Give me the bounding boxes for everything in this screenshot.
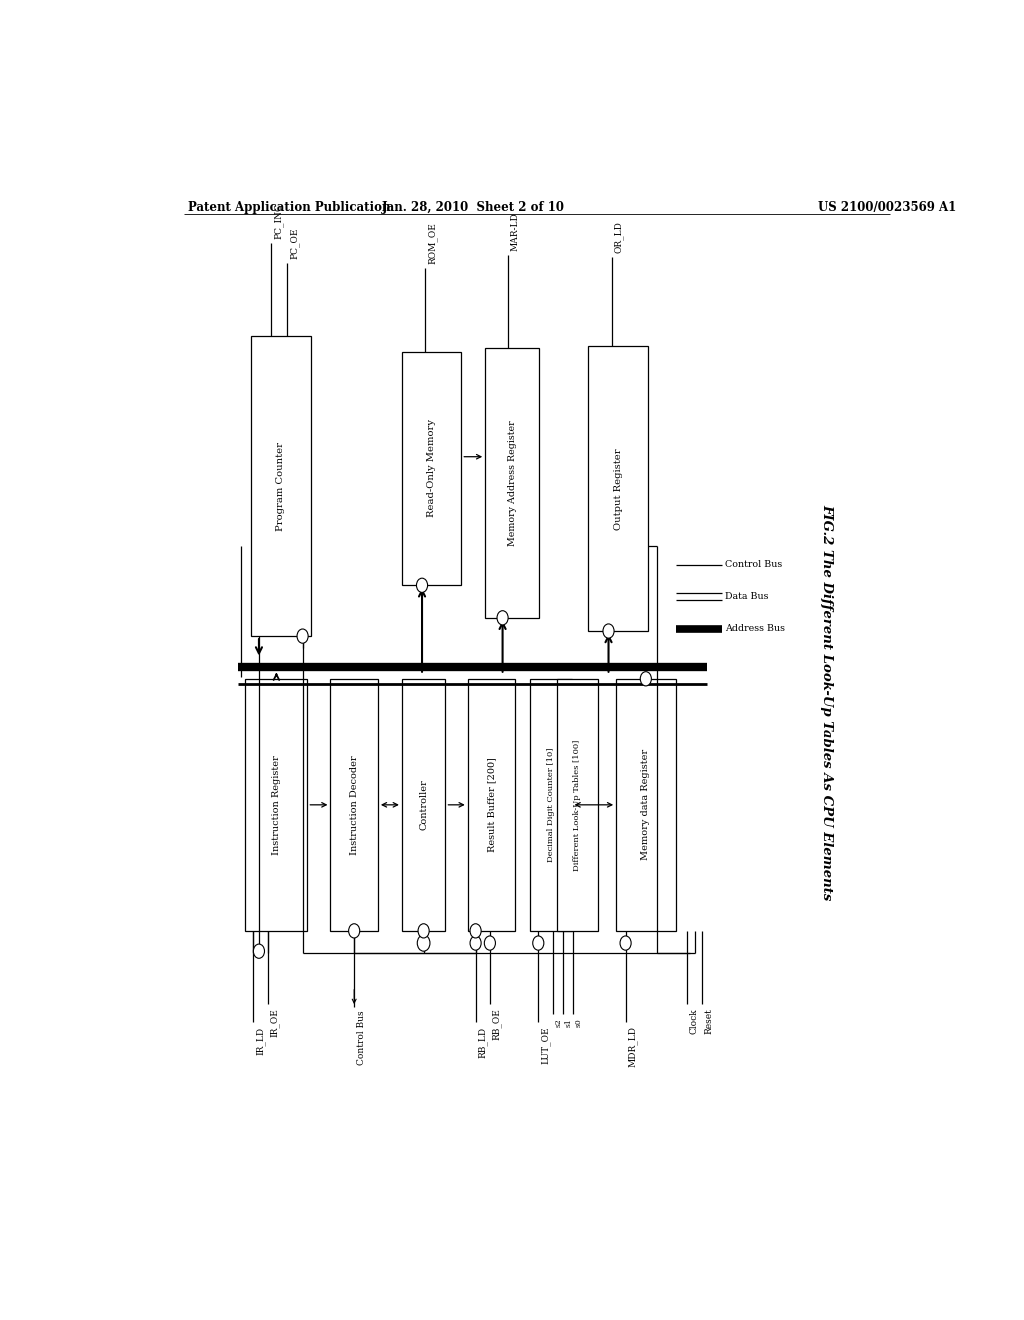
Text: Memory Address Register: Memory Address Register [508,420,516,546]
Text: US 2100/0023569 A1: US 2100/0023569 A1 [818,201,956,214]
Text: LUT_OE: LUT_OE [541,1027,550,1064]
Text: PC_INC: PC_INC [273,203,284,239]
Text: Output Register: Output Register [613,447,623,529]
Text: RB_LD: RB_LD [478,1027,487,1057]
Bar [401,678,445,931]
Text: MDR_LD: MDR_LD [628,1027,638,1068]
Text: Reset: Reset [705,1008,713,1034]
Circle shape [484,936,496,950]
Bar [530,678,571,931]
Bar [468,678,515,931]
Text: s0: s0 [574,1018,583,1027]
Text: Instruction Register: Instruction Register [272,755,281,855]
Text: Jan. 28, 2010  Sheet 2 of 10: Jan. 28, 2010 Sheet 2 of 10 [382,201,564,214]
Circle shape [253,944,264,958]
Text: IR_LD: IR_LD [256,1027,265,1055]
Circle shape [417,578,428,593]
Text: MAR-LD: MAR-LD [511,213,519,251]
Circle shape [603,624,614,638]
Circle shape [532,936,544,950]
Text: RB_OE: RB_OE [493,1008,502,1040]
Circle shape [640,672,651,686]
Text: Data Bus: Data Bus [725,591,768,601]
Text: OR_LD: OR_LD [614,220,624,253]
Text: Clock: Clock [690,1008,698,1034]
Bar [616,678,676,931]
Text: PC_OE: PC_OE [290,227,299,259]
Circle shape [470,924,481,939]
Text: Control Bus: Control Bus [356,1010,366,1065]
Text: Memory data Register: Memory data Register [641,750,650,861]
Text: FIG.2 The Different Look-Up Tables As CPU Elements: FIG.2 The Different Look-Up Tables As CP… [820,504,833,900]
Text: Result Buffer [200]: Result Buffer [200] [487,758,496,853]
Circle shape [620,936,631,950]
Circle shape [497,611,508,624]
Bar [588,346,648,631]
Bar [251,337,310,636]
Bar [331,678,378,931]
Circle shape [470,936,481,950]
Text: Address Bus: Address Bus [725,624,784,634]
Circle shape [297,630,308,643]
Bar [401,351,461,585]
Text: ROM_OE: ROM_OE [428,222,437,264]
Text: Patent Application Publication: Patent Application Publication [187,201,390,214]
Text: s2: s2 [554,1018,562,1027]
Text: Read-Only Memory: Read-Only Memory [427,420,436,517]
Text: Decimal Digit Counter [10]: Decimal Digit Counter [10] [547,747,555,862]
Text: s1: s1 [564,1018,572,1027]
Text: IR_OE: IR_OE [270,1008,280,1038]
Bar [246,678,307,931]
Circle shape [417,935,430,952]
Text: Program Counter: Program Counter [276,442,286,531]
Text: Different Look-Up Tables [100]: Different Look-Up Tables [100] [573,739,582,870]
Circle shape [418,924,429,939]
Bar [485,348,539,618]
Circle shape [348,924,359,939]
Text: Controller: Controller [419,779,428,830]
Text: Control Bus: Control Bus [725,561,782,569]
Text: Instruction Decoder: Instruction Decoder [349,755,358,854]
Bar [557,678,598,931]
